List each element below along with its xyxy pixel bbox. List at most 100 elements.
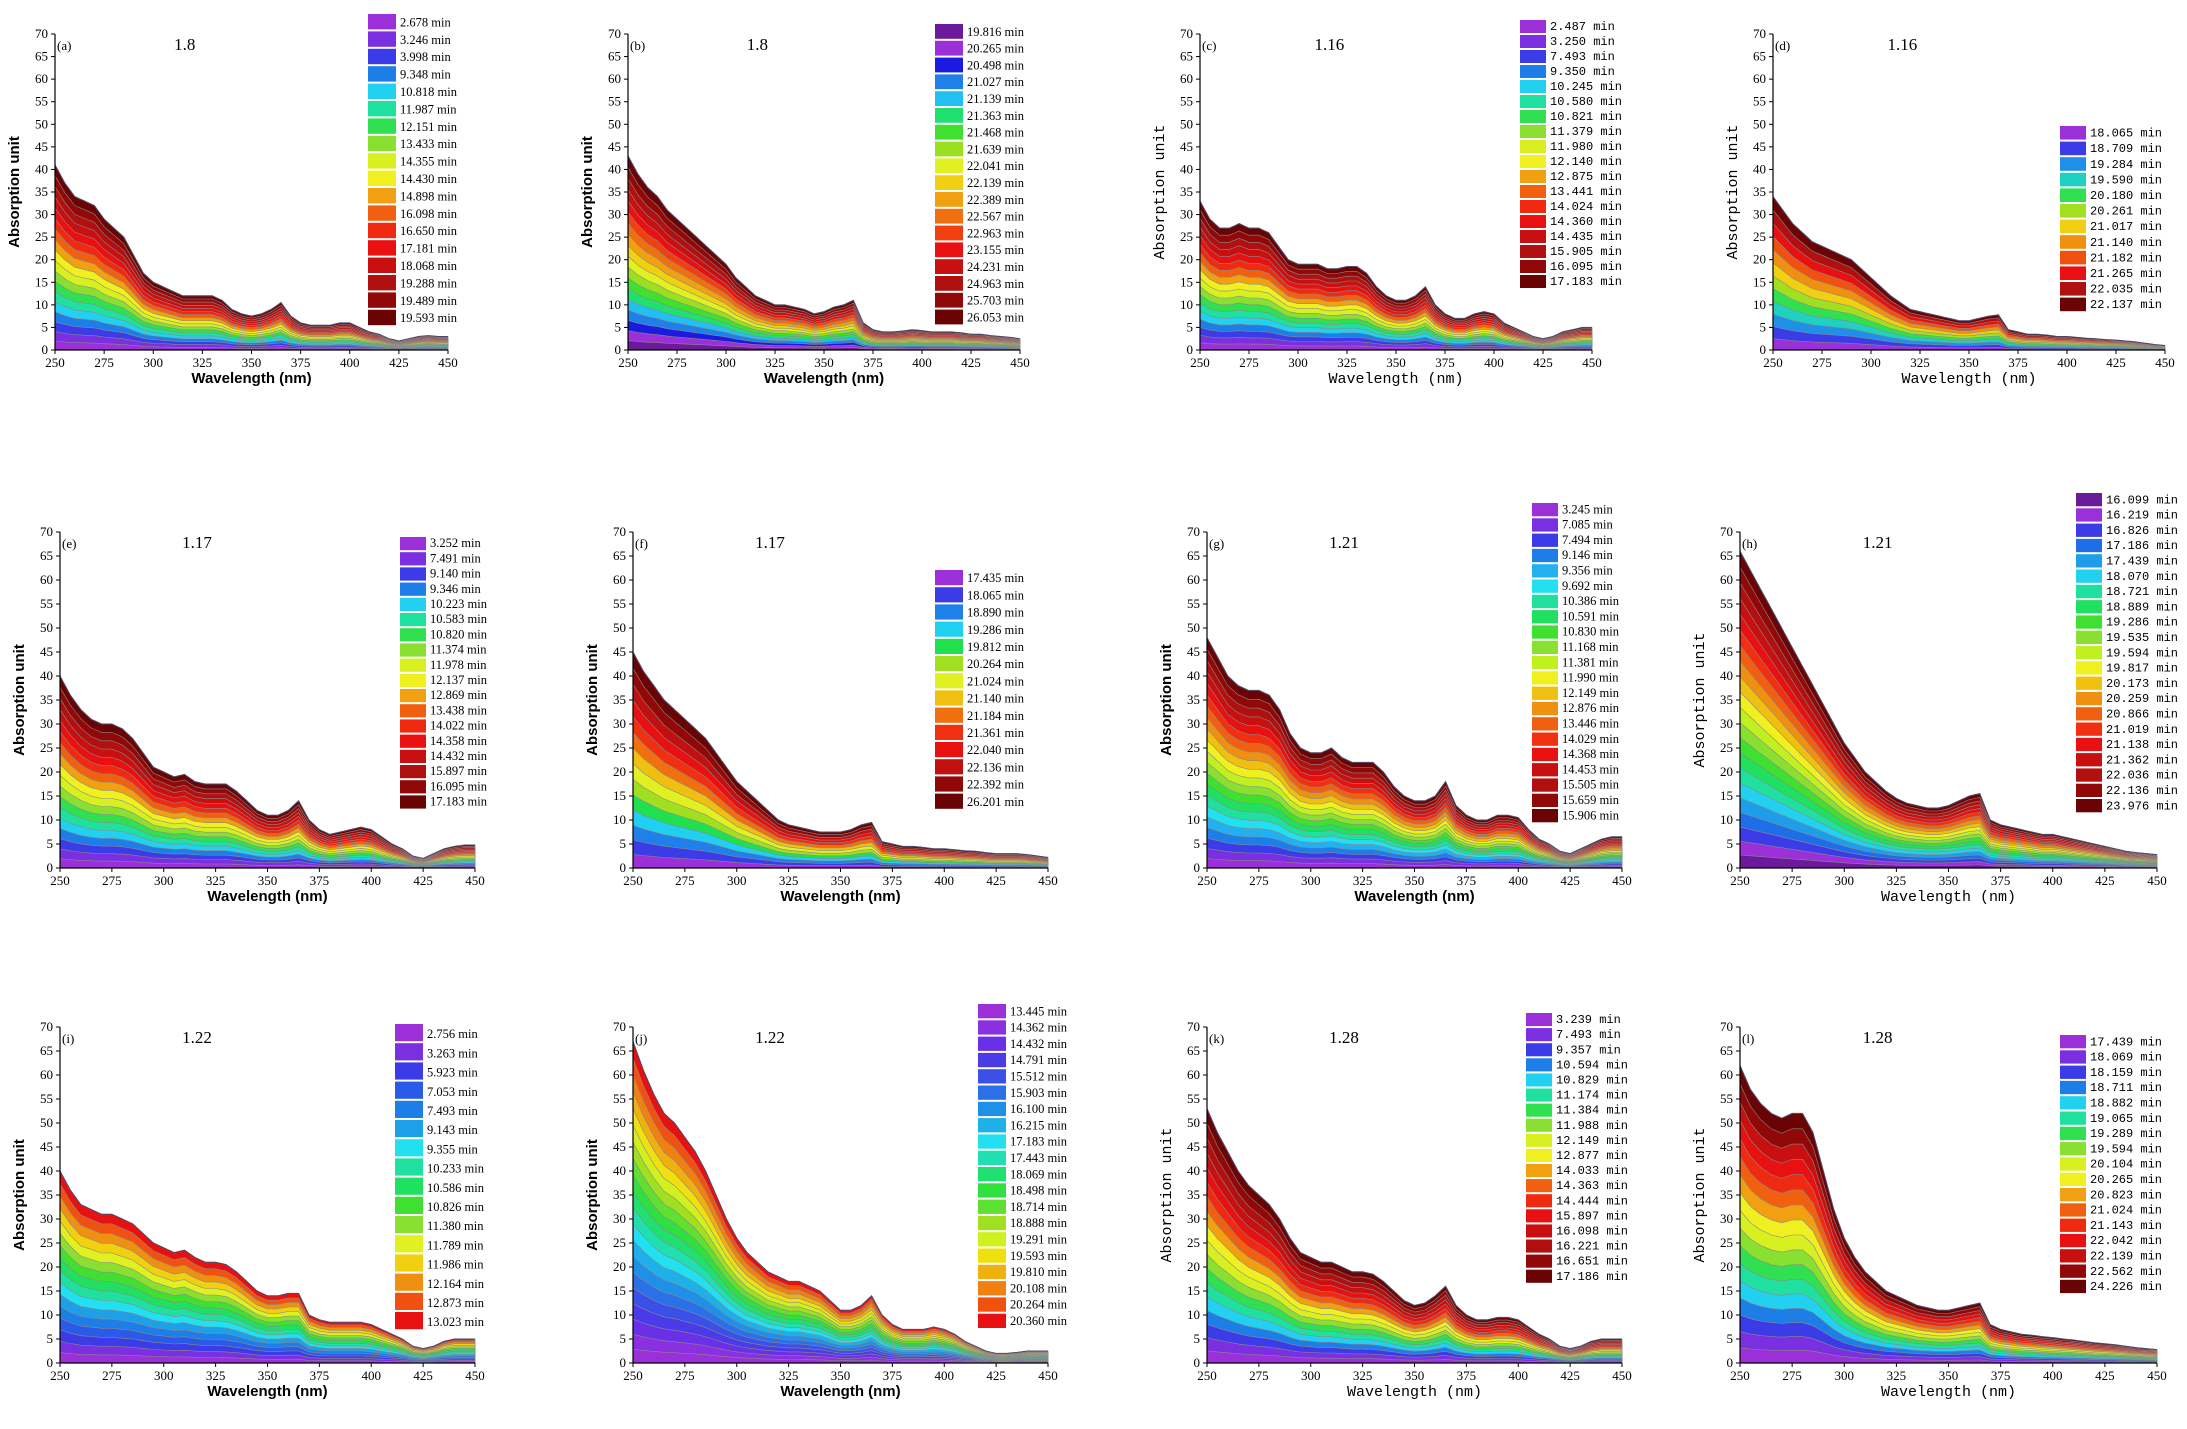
legend-label: 2.678 min xyxy=(400,15,451,29)
y-tick-label: 25 xyxy=(1187,1235,1200,1250)
legend-swatch xyxy=(935,673,963,689)
legend-label: 19.291 min xyxy=(1010,1233,1068,1247)
top-outline xyxy=(59,1170,475,1350)
y-tick-label: 45 xyxy=(613,644,626,659)
y-tick-label: 15 xyxy=(40,788,53,803)
y-tick-label: 70 xyxy=(1180,26,1193,41)
legend-swatch xyxy=(2076,584,2102,599)
legend-swatch xyxy=(400,537,426,551)
y-tick-label: 15 xyxy=(608,274,621,289)
area-bands xyxy=(59,675,476,869)
legend-label: 18.068 min xyxy=(400,259,458,273)
y-tick-label: 15 xyxy=(1180,274,1193,289)
legend-label: 26.053 min xyxy=(967,310,1025,324)
y-tick-label: 20 xyxy=(613,764,626,779)
legend-swatch xyxy=(1520,80,1546,93)
area-series xyxy=(1772,338,2166,351)
legend-label: 13.438 min xyxy=(430,703,488,717)
legend-label: 22.040 min xyxy=(967,743,1025,757)
x-tick-label: 300 xyxy=(727,873,747,888)
legend-label: 20.108 min xyxy=(1010,1281,1068,1295)
x-tick-label: 375 xyxy=(1435,355,1455,370)
top-outline xyxy=(1739,550,2158,856)
y-tick-label: 0 xyxy=(1194,860,1201,875)
y-tick-label: 5 xyxy=(1194,836,1201,851)
x-tick-label: 275 xyxy=(1239,355,1259,370)
legend-swatch xyxy=(935,24,963,39)
panel-letter: (i) xyxy=(62,1031,74,1046)
x-tick-label: 450 xyxy=(1612,873,1632,888)
legend-swatch xyxy=(1532,809,1558,823)
legend-swatch xyxy=(2076,554,2102,568)
legend-label: 21.363 min xyxy=(967,109,1025,123)
y-tick-label: 0 xyxy=(1194,1355,1201,1370)
legend-label: 12.137 min xyxy=(430,673,488,687)
legend-swatch xyxy=(1526,1118,1552,1132)
legend-label: 17.186 min xyxy=(2106,539,2178,553)
chart-title: 1.8 xyxy=(174,35,195,54)
legend-label: 22.392 min xyxy=(967,778,1025,792)
legend-label: 3.250 min xyxy=(1550,35,1615,49)
top-outline xyxy=(1199,200,1592,340)
legend: 13.445 min 14.362 min 14.432 min 14.791 min… xyxy=(978,1004,1068,1328)
x-tick-label: 375 xyxy=(291,355,311,370)
x-tick-label: 325 xyxy=(765,355,785,370)
y-tick-label: 30 xyxy=(1187,1211,1200,1226)
x-tick-label: 450 xyxy=(1010,355,1030,370)
legend-label: 19.816 min xyxy=(967,25,1025,39)
y-tick-label: 40 xyxy=(1187,1163,1200,1178)
y-tick-label: 5 xyxy=(620,836,627,851)
legend-label: 22.137 min xyxy=(2090,298,2162,312)
legend-swatch xyxy=(368,118,396,134)
legend-swatch xyxy=(1532,732,1558,746)
y-tick-label: 5 xyxy=(1187,319,1194,334)
legend-label: 19.810 min xyxy=(1010,1265,1068,1279)
legend-swatch xyxy=(395,1024,423,1042)
x-tick-label: 300 xyxy=(1835,873,1855,888)
legend-label: 22.036 min xyxy=(2106,769,2178,783)
area-bands xyxy=(1199,200,1593,351)
legend-swatch xyxy=(1532,533,1558,547)
legend-swatch xyxy=(368,309,396,326)
legend-swatch xyxy=(978,1167,1006,1182)
legend-label: 14.362 min xyxy=(1010,1021,1068,1035)
legend-label: 16.099 min xyxy=(2106,493,2178,507)
y-tick-label: 45 xyxy=(40,1139,53,1154)
legend-swatch xyxy=(1526,1088,1552,1102)
legend-label: 9.356 min xyxy=(1562,564,1613,578)
legend-swatch xyxy=(395,1139,423,1157)
legend-swatch xyxy=(1532,640,1558,654)
legend-swatch xyxy=(2060,1279,2086,1294)
y-tick-label: 15 xyxy=(1187,1283,1200,1298)
legend-swatch xyxy=(400,552,426,566)
x-tick-label: 425 xyxy=(1533,355,1553,370)
y-tick-label: 65 xyxy=(1720,1043,1733,1058)
legend-label: 24.226 min xyxy=(2090,1280,2162,1294)
legend-label: 20.261 min xyxy=(2090,205,2162,219)
y-tick-label: 40 xyxy=(1753,161,1766,176)
area-bands xyxy=(632,651,1049,869)
legend-swatch xyxy=(2060,1249,2086,1263)
legend-label: 16.651 min xyxy=(1556,1255,1628,1269)
area-series xyxy=(1739,1331,2158,1364)
legend-swatch xyxy=(400,628,426,642)
y-tick-label: 25 xyxy=(1720,740,1733,755)
legend-label: 14.355 min xyxy=(400,155,458,169)
y-tick-label: 10 xyxy=(1753,297,1766,312)
y-tick-label: 30 xyxy=(1180,207,1193,222)
area-bands xyxy=(1206,1108,1623,1364)
legend-swatch xyxy=(935,276,963,291)
legend-label: 10.583 min xyxy=(430,612,488,626)
legend-label: 12.140 min xyxy=(1550,155,1622,169)
legend-label: 10.580 min xyxy=(1550,95,1622,109)
legend-label: 15.897 min xyxy=(1556,1209,1628,1223)
legend-swatch xyxy=(935,604,963,620)
y-tick-label: 15 xyxy=(1187,788,1200,803)
legend-label: 10.820 min xyxy=(430,627,488,641)
chart-title: 1.28 xyxy=(1863,1028,1893,1047)
legend-swatch xyxy=(2060,141,2086,156)
y-tick-label: 15 xyxy=(1720,788,1733,803)
x-tick-label: 275 xyxy=(1249,1368,1269,1383)
